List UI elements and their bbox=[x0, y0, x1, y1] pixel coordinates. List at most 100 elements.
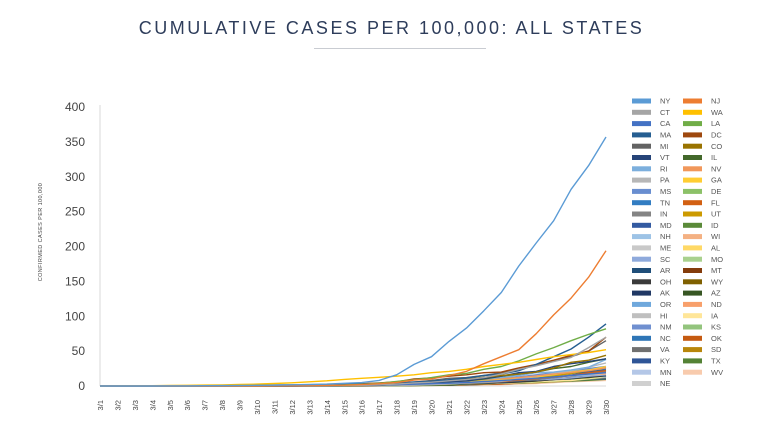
legend-swatch-ne bbox=[632, 381, 651, 386]
legend-label-ok: OK bbox=[711, 334, 722, 343]
x-tick-label: 3/27 bbox=[550, 400, 559, 415]
x-tick-label: 3/9 bbox=[236, 400, 245, 410]
legend-label-pa: PA bbox=[660, 176, 669, 185]
legend-label-dc: DC bbox=[711, 131, 722, 140]
legend-label-tx: TX bbox=[711, 357, 721, 366]
legend-swatch-mt bbox=[683, 268, 702, 273]
y-tick-label: 100 bbox=[65, 309, 85, 323]
x-tick-label: 3/12 bbox=[288, 400, 297, 415]
y-axis: 0 50 100 150 200 250 300 350 400 bbox=[65, 100, 606, 393]
x-tick-label: 3/23 bbox=[480, 400, 489, 415]
x-tick-label: 3/16 bbox=[358, 400, 367, 415]
legend-swatch-de bbox=[683, 188, 702, 194]
legend-label-ga: GA bbox=[711, 176, 722, 185]
x-tick-label: 3/15 bbox=[340, 400, 349, 415]
legend-swatch-ma bbox=[632, 132, 651, 138]
x-axis: 3/1 3/2 3/3 3/4 3/5 3/6 3/7 3/8 3/9 3/10 3/11 3/12 3… bbox=[96, 400, 611, 415]
legend-label-wa: WA bbox=[711, 108, 723, 117]
y-tick-label: 150 bbox=[65, 274, 85, 288]
legend-swatch-la bbox=[683, 121, 702, 127]
legend-label-la: LA bbox=[711, 119, 720, 128]
legend-swatch-ms bbox=[632, 188, 651, 194]
legend-label-me: ME bbox=[660, 244, 671, 253]
legend-swatch-il bbox=[683, 155, 702, 160]
x-tick-label: 3/13 bbox=[305, 400, 314, 415]
legend-swatch-sd bbox=[683, 347, 702, 353]
legend-label-sc: SC bbox=[660, 255, 671, 264]
x-tick-label: 3/4 bbox=[148, 400, 157, 410]
legend-swatch-wy bbox=[683, 279, 702, 285]
legend-swatch-va bbox=[632, 347, 651, 353]
legend-label-ri: RI bbox=[660, 164, 668, 173]
legend-label-ks: KS bbox=[711, 323, 721, 332]
x-tick-label: 3/25 bbox=[515, 400, 524, 415]
legend-swatch-ga bbox=[683, 177, 702, 183]
legend-label-nc: NC bbox=[660, 334, 671, 343]
y-tick-label: 250 bbox=[65, 205, 85, 219]
title-divider bbox=[314, 48, 486, 49]
legend-swatch-ia bbox=[683, 313, 702, 319]
legend-swatch-nj bbox=[683, 98, 702, 104]
x-tick-label: 3/30 bbox=[602, 400, 611, 415]
legend-label-hi: HI bbox=[660, 311, 668, 320]
legend-swatch-fl bbox=[683, 200, 702, 206]
y-tick-label: 50 bbox=[72, 344, 86, 358]
x-tick-label: 3/10 bbox=[253, 400, 262, 415]
legend-label-ca: CA bbox=[660, 119, 670, 128]
legend-label-de: DE bbox=[711, 187, 721, 196]
legend-label-ms: MS bbox=[660, 187, 671, 196]
legend-label-co: CO bbox=[711, 142, 722, 151]
x-tick-label: 3/21 bbox=[445, 400, 454, 415]
x-tick-label: 3/28 bbox=[567, 400, 576, 415]
legend-swatch-wv bbox=[683, 369, 702, 375]
legend-label-or: OR bbox=[660, 300, 672, 309]
legend-swatch-oh bbox=[632, 279, 651, 285]
legend-label-nv: NV bbox=[711, 164, 721, 173]
legend-label-ct: CT bbox=[660, 108, 670, 117]
legend-label-al: AL bbox=[711, 244, 720, 253]
legend-label-ut: UT bbox=[711, 210, 721, 219]
x-tick-label: 3/20 bbox=[428, 400, 437, 415]
legend-swatch-ca bbox=[632, 121, 651, 127]
legend-label-ar: AR bbox=[660, 266, 671, 275]
x-tick-label: 3/5 bbox=[166, 400, 175, 410]
legend-label-fl: FL bbox=[711, 198, 720, 207]
legend-label-nd: ND bbox=[711, 300, 722, 309]
y-tick-label: 350 bbox=[65, 135, 85, 149]
legend-swatch-nh bbox=[632, 234, 651, 240]
legend-swatch-vt bbox=[632, 155, 651, 160]
legend-label-vt: VT bbox=[660, 153, 670, 162]
legend-label-wi: WI bbox=[711, 232, 720, 241]
legend-label-nm: NM bbox=[660, 323, 672, 332]
x-tick-label: 3/22 bbox=[462, 400, 471, 415]
legend-label-wv: WV bbox=[711, 368, 723, 377]
legend-label-ky: KY bbox=[660, 357, 670, 366]
plot-area bbox=[99, 136, 607, 387]
legend-swatch-ct bbox=[632, 109, 651, 115]
legend-swatch-az bbox=[683, 290, 702, 296]
legend-swatch-ky bbox=[632, 358, 651, 364]
legend-swatch-nv bbox=[683, 166, 702, 172]
legend-swatch-in bbox=[632, 211, 651, 217]
legend-label-mo: MO bbox=[711, 255, 723, 264]
x-tick-label: 3/1 bbox=[96, 400, 105, 410]
legend-label-md: MD bbox=[660, 221, 672, 230]
x-tick-label: 3/2 bbox=[113, 400, 122, 410]
legend-label-ak: AK bbox=[660, 289, 670, 298]
legend-swatch-ar bbox=[632, 268, 651, 273]
legend-label-nh: NH bbox=[660, 232, 671, 241]
x-tick-label: 3/18 bbox=[393, 400, 402, 415]
legend-swatch-wi bbox=[683, 234, 702, 240]
legend-label-ma: MA bbox=[660, 131, 671, 140]
legend-swatch-nc bbox=[632, 335, 651, 341]
legend-swatch-mi bbox=[632, 143, 651, 149]
x-tick-label: 3/14 bbox=[323, 400, 332, 415]
y-tick-label: 300 bbox=[65, 170, 85, 184]
legend-swatch-hi bbox=[632, 313, 651, 319]
y-tick-label: 400 bbox=[65, 100, 85, 114]
legend-swatch-nd bbox=[683, 301, 702, 307]
x-tick-label: 3/7 bbox=[201, 400, 210, 410]
legend-label-mi: MI bbox=[660, 142, 668, 151]
legend-swatch-nm bbox=[632, 324, 651, 330]
